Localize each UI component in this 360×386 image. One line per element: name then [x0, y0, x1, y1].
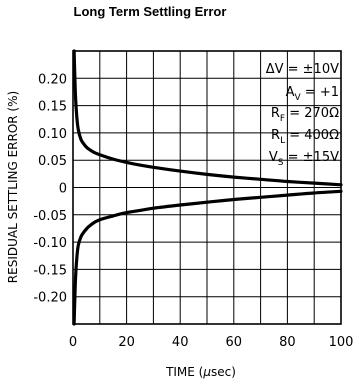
y-tick-label: -0.20	[33, 291, 67, 306]
x-tick-label: 60	[226, 335, 243, 350]
y-tick-label: -0.15	[33, 263, 67, 278]
x-tick-labels: 0 20 40 60 80 100	[69, 335, 354, 350]
positive-error-curve	[72, 49, 343, 187]
x-tick-label: 0	[69, 335, 77, 350]
condition-delta-v: ΔV = ±10V	[266, 62, 339, 77]
x-tick-label: 80	[279, 335, 296, 350]
y-tick-labels: 0.20 0.15 0.10 0.05 0 -0.05 -0.10 -0.15 -0.20	[33, 72, 67, 305]
test-conditions: ΔV = ±10V AV = +1 RF = 270Ω RL = 400Ω VS…	[266, 62, 339, 168]
y-tick-label: -0.05	[33, 209, 67, 224]
condition-gain: AV = +1	[286, 85, 339, 103]
y-tick-label: 0.05	[38, 154, 67, 169]
y-tick-label: 0.15	[38, 100, 67, 115]
y-tick-label: 0	[59, 182, 67, 197]
negative-error-curve	[72, 189, 343, 326]
condition-vs: VS = ±15V	[269, 150, 339, 168]
y-axis-label: RESIDUAL SETTLING ERROR (%)	[6, 91, 20, 283]
plot-frame	[72, 50, 342, 325]
y-tick-label: 0.20	[38, 72, 67, 87]
y-tick-label: -0.10	[33, 236, 67, 251]
condition-rf: RF = 270Ω	[271, 106, 339, 124]
x-axis-label: TIME (μsec)	[165, 365, 236, 379]
condition-rl: RL = 400Ω	[271, 128, 339, 146]
chart-title: Long Term Settling Error	[73, 4, 227, 19]
y-tick-label: 0.10	[38, 127, 67, 142]
x-tick-label: 20	[118, 335, 135, 350]
x-tick-label: 40	[172, 335, 189, 350]
curve-layer	[72, 49, 343, 326]
x-tick-label: 100	[329, 335, 354, 350]
